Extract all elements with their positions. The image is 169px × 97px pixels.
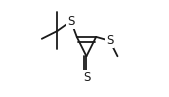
- Text: S: S: [83, 71, 90, 84]
- Text: S: S: [106, 34, 113, 47]
- Text: S: S: [67, 15, 75, 28]
